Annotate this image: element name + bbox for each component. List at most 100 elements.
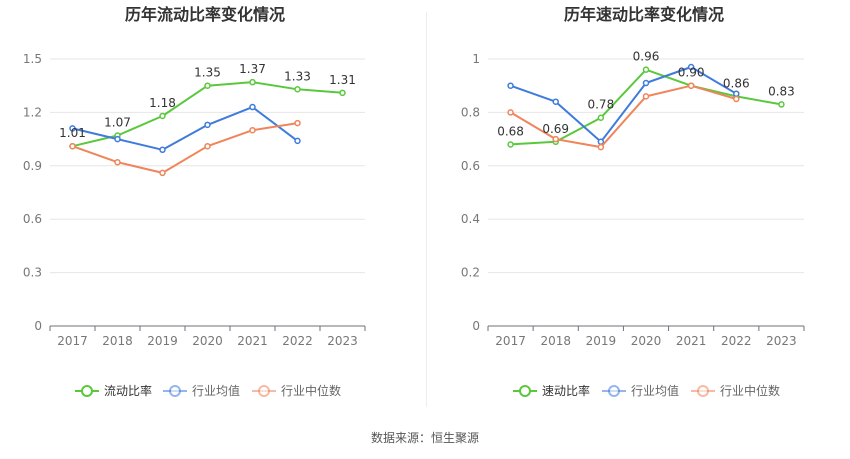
- data-point: [69, 142, 76, 150]
- y-tick-label: 1: [472, 52, 480, 66]
- data-point: [597, 138, 605, 146]
- data-point: [687, 82, 695, 89]
- x-tick-label: 2023: [766, 334, 797, 348]
- data-label: 0.69: [542, 122, 569, 136]
- data-label: 1.18: [149, 96, 176, 110]
- series-line-1: [72, 81, 343, 148]
- data-point: [204, 121, 211, 129]
- series-line-3: [72, 122, 298, 174]
- x-tick-label: 2017: [57, 334, 88, 348]
- y-tick-label: 0.9: [23, 159, 42, 173]
- y-tick-label: 0.8: [461, 105, 480, 119]
- y-tick-label: 1.5: [23, 52, 42, 66]
- x-tick-label: 2021: [676, 334, 707, 348]
- legend-marker: [81, 385, 93, 397]
- data-point: [204, 82, 211, 89]
- data-point: [159, 112, 166, 120]
- legend-label: 行业均值: [192, 383, 240, 398]
- legend-label: 行业中位数: [281, 383, 341, 398]
- x-tick-label: 2023: [327, 334, 358, 348]
- chart-divider: [426, 12, 427, 407]
- x-tick-label: 2019: [586, 334, 617, 348]
- x-tick-label: 2022: [282, 334, 313, 348]
- legend-marker: [519, 385, 531, 397]
- data-point: [339, 89, 346, 97]
- data-point: [552, 98, 559, 105]
- data-label: 1.01: [59, 126, 86, 140]
- data-label: 1.33: [284, 69, 311, 83]
- data-point: [114, 135, 121, 143]
- x-tick-label: 2019: [147, 334, 178, 348]
- chart-title: 历年速动比率变化情况: [564, 5, 724, 24]
- data-point: [204, 142, 211, 150]
- data-label: 0.78: [587, 98, 614, 112]
- data-label: 0.83: [768, 84, 795, 98]
- legend-label: 流动比率: [104, 383, 152, 398]
- legend-label: 行业均值: [631, 383, 679, 398]
- legend-marker: [169, 385, 181, 397]
- data-point: [159, 146, 166, 154]
- data-point: [642, 79, 650, 87]
- data-point: [552, 135, 559, 143]
- data-point: [507, 141, 514, 148]
- data-point: [249, 103, 256, 111]
- series-line-3: [510, 84, 737, 149]
- y-tick-label: 0.2: [461, 266, 480, 280]
- data-point: [294, 119, 301, 127]
- legend-item-3[interactable]: 行业中位数: [252, 383, 341, 398]
- data-label: 0.96: [633, 50, 660, 64]
- data-point: [159, 169, 166, 177]
- x-tick-label: 2022: [721, 334, 752, 348]
- data-point: [249, 78, 256, 86]
- quick-ratio-chart: 历年速动比率变化情况 0 0.2 0.4 0.6 0.8 1 2017 2018 2019 202…: [461, 5, 805, 398]
- data-point: [597, 114, 605, 121]
- data-point: [733, 90, 740, 97]
- y-tick-label: 0: [472, 319, 480, 333]
- legend-item-3[interactable]: 行业中位数: [691, 383, 780, 398]
- y-tick-label: 1.2: [23, 105, 42, 119]
- data-label: 0.86: [723, 76, 750, 90]
- legend-item-2[interactable]: 行业均值: [602, 383, 679, 398]
- y-tick-label: 0.3: [23, 266, 42, 280]
- legend-item-2[interactable]: 行业均值: [163, 383, 240, 398]
- data-point: [642, 66, 650, 73]
- x-tick-label: 2017: [495, 334, 526, 348]
- data-point: [687, 63, 695, 71]
- data-point: [597, 143, 605, 151]
- data-label: 1.37: [239, 62, 266, 76]
- legend-label: 速动比率: [542, 383, 590, 398]
- x-tick-label: 2021: [237, 334, 268, 348]
- data-point: [507, 82, 514, 89]
- data-label: 1.07: [104, 116, 131, 130]
- data-label: 1.31: [329, 73, 356, 87]
- y-tick-label: 0: [34, 319, 42, 333]
- legend-marker: [697, 385, 709, 397]
- data-label: 1.35: [194, 66, 221, 80]
- legend-label: 行业中位数: [720, 383, 780, 398]
- legend-marker: [258, 385, 270, 397]
- legend-marker: [608, 385, 620, 397]
- data-point: [69, 125, 76, 132]
- x-tick-label: 2020: [192, 334, 223, 348]
- data-label: 0.90: [678, 66, 705, 80]
- data-point: [294, 86, 301, 93]
- series-line-2: [72, 106, 299, 151]
- data-point: [733, 95, 740, 103]
- x-tick-label: 2018: [540, 334, 571, 348]
- chart-title: 历年流动比率变化情况: [125, 5, 285, 24]
- y-tick-label: 0.6: [23, 212, 42, 226]
- data-point: [249, 126, 256, 134]
- current-ratio-chart: 历年流动比率变化情况 0 0.3 0.6 0.9 1.2 1.5 2017 2018 2019 2…: [23, 5, 366, 398]
- data-point: [778, 101, 785, 108]
- data-source-note: 数据来源：恒生聚源: [370, 431, 479, 445]
- data-point: [294, 137, 301, 145]
- y-tick-label: 0.4: [461, 212, 480, 226]
- series-line-2: [510, 66, 737, 143]
- data-label: 0.68: [497, 124, 524, 138]
- data-point: [507, 109, 514, 116]
- data-point: [114, 158, 121, 166]
- legend-item-1[interactable]: 速动比率: [513, 383, 590, 398]
- legend-item-1[interactable]: 流动比率: [75, 383, 152, 398]
- y-tick-label: 0.6: [461, 159, 480, 173]
- x-tick-label: 2018: [102, 334, 133, 348]
